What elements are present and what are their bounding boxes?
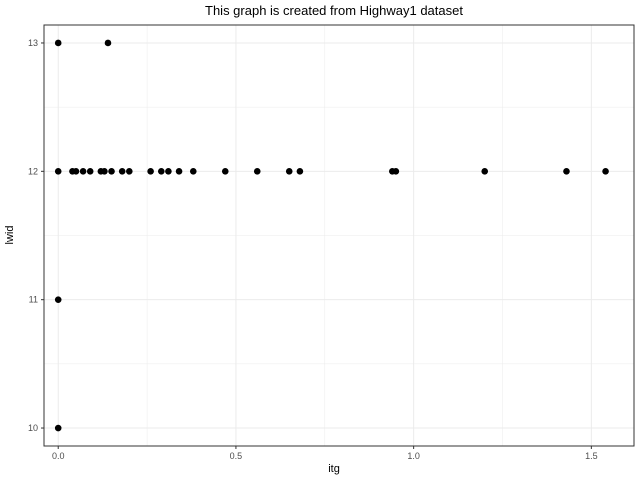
y-tick-label: 12 [28, 166, 38, 176]
data-point [126, 168, 133, 175]
data-point [189, 168, 197, 175]
data-point [72, 168, 80, 175]
y-tick-label: 10 [28, 423, 38, 433]
x-tick-label: 0.5 [230, 451, 243, 461]
data-point [563, 168, 570, 175]
data-point [392, 168, 400, 175]
axis-ticks: 0.0 0.5 1.0 1.5 10 11 12 13 [28, 38, 598, 461]
data-point [253, 168, 261, 175]
data-point [86, 168, 94, 175]
panel-border [43, 24, 635, 447]
data-point [157, 168, 165, 175]
data-points [54, 39, 609, 432]
data-point [101, 168, 108, 175]
data-point [165, 168, 172, 175]
x-tick-label: 0.0 [52, 451, 65, 461]
data-point [54, 296, 62, 303]
data-point [118, 168, 126, 175]
data-point [54, 424, 62, 432]
x-tick-label: 1.5 [585, 451, 598, 461]
chart-title: This graph is created from Highway1 data… [205, 3, 463, 18]
data-point [175, 168, 183, 175]
y-tick-label: 11 [29, 295, 38, 305]
data-point [79, 168, 87, 175]
grid-lines [44, 25, 634, 446]
data-point [54, 168, 62, 175]
data-point [602, 168, 609, 175]
data-point [481, 168, 489, 175]
y-tick-label: 13 [28, 38, 38, 48]
data-point [221, 168, 229, 175]
data-point [108, 168, 115, 175]
x-tick-label: 1.0 [407, 451, 420, 461]
data-point [285, 168, 293, 175]
data-point [54, 39, 62, 47]
data-point [296, 168, 304, 175]
data-point [147, 168, 154, 175]
x-axis-title: itg [328, 463, 340, 475]
y-axis-title: lwid [4, 226, 16, 245]
data-point [104, 39, 112, 47]
